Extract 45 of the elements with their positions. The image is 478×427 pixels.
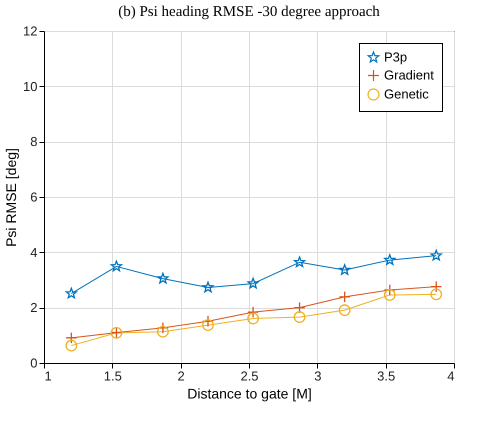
point [294, 256, 306, 268]
y-tick-label: 0 [30, 356, 38, 370]
point [339, 264, 350, 275]
y-tick-label: 12 [23, 24, 38, 38]
x-tick-label: 2 [178, 368, 185, 384]
x-tick-label: 3 [314, 368, 322, 384]
y-axis-title: Psi RMSE [deg] [3, 148, 20, 247]
point [202, 282, 214, 292]
point [430, 280, 442, 293]
y-tick-label: 6 [30, 190, 38, 204]
point [294, 311, 306, 323]
x-tick-label: 4 [447, 368, 454, 384]
chart-title: (b) Psi heading RMSE -30 degree approach [118, 4, 380, 20]
x-tick-label: 1 [44, 368, 52, 384]
point [384, 284, 396, 296]
y-tick-label: 2 [30, 300, 38, 316]
y-tick-label: 10 [23, 78, 38, 94]
point [202, 319, 214, 331]
point [384, 254, 396, 265]
point [338, 304, 351, 316]
point [157, 326, 169, 338]
point [110, 260, 122, 272]
point [202, 315, 214, 328]
x-tick-label: 1.5 [104, 368, 122, 384]
point [384, 289, 396, 301]
point [65, 332, 78, 344]
point [157, 272, 169, 284]
x-axis-title: Distance to gate [M] [187, 386, 312, 402]
point [430, 288, 442, 300]
y-tick-label: 8 [30, 134, 38, 150]
legend-label: Gradient [384, 68, 434, 82]
x-tick-label: 3.5 [377, 368, 396, 384]
point [157, 322, 169, 334]
point [338, 290, 351, 303]
point [247, 312, 259, 324]
point [66, 288, 77, 298]
legend-label: P3p [384, 50, 408, 64]
y-tick-label: 4 [30, 244, 38, 260]
legend-label: Genetic [384, 86, 430, 102]
point [430, 250, 442, 261]
point [65, 340, 78, 352]
point [247, 278, 259, 288]
point [247, 306, 259, 318]
x-tick-label: 2.5 [240, 368, 259, 384]
point [294, 302, 306, 314]
